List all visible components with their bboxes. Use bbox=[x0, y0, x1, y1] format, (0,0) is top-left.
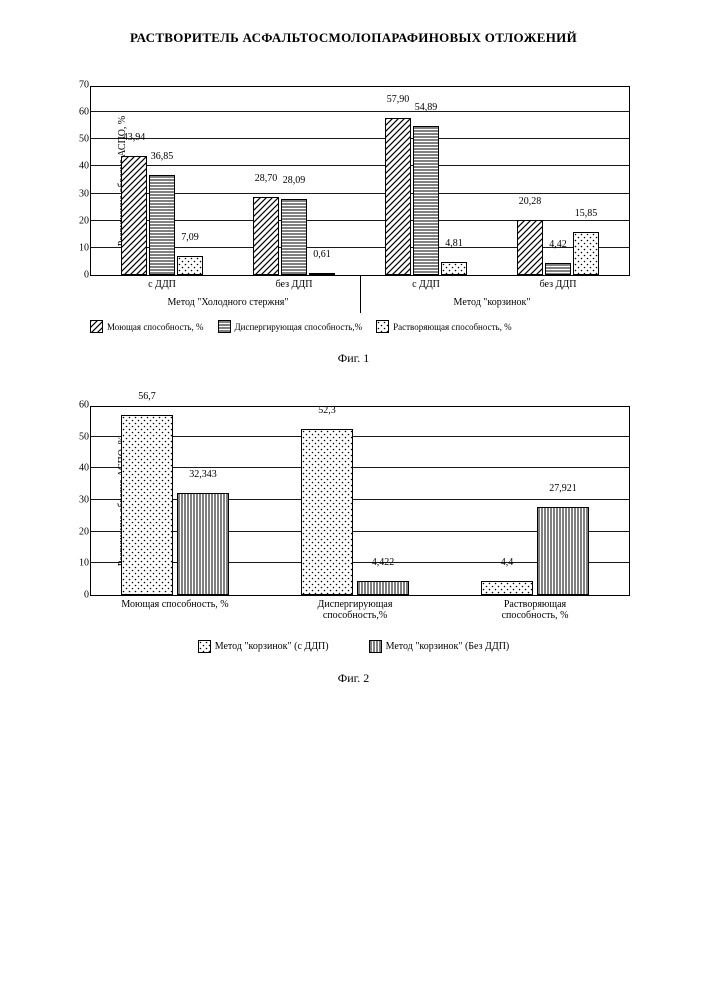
legend-label: Метод "корзинок" (Без ДДП) bbox=[386, 641, 510, 652]
ytick: 60 bbox=[67, 400, 89, 411]
bar bbox=[253, 197, 279, 275]
ytick: 50 bbox=[67, 134, 89, 145]
legend-swatch bbox=[369, 640, 382, 653]
ytick: 10 bbox=[67, 558, 89, 569]
chart2-plot: Разрушение образца АСПО, % 0102030405060… bbox=[90, 406, 630, 596]
bar-value-label: 15,85 bbox=[575, 208, 598, 219]
bar bbox=[441, 262, 467, 275]
legend-item: Метод "корзинок" (Без ДДП) bbox=[369, 640, 510, 653]
legend-label: Диспергирующая способность,% bbox=[235, 322, 363, 332]
ytick: 40 bbox=[67, 161, 89, 172]
legend-label: Моющая способность, % bbox=[107, 322, 204, 332]
bar-value-label: 4,81 bbox=[445, 238, 463, 249]
bar bbox=[517, 220, 543, 275]
legend-item: Метод "корзинок" (с ДДП) bbox=[198, 640, 329, 653]
chart1-legend: Моющая способность, % Диспергирующая спос… bbox=[90, 320, 667, 333]
bar bbox=[357, 581, 409, 595]
ytick: 30 bbox=[67, 495, 89, 506]
bar bbox=[413, 126, 439, 275]
bar bbox=[177, 256, 203, 275]
bar bbox=[309, 273, 335, 275]
bar bbox=[281, 199, 307, 275]
group-separator bbox=[360, 275, 361, 313]
chart2-yticks: 0102030405060 bbox=[67, 407, 89, 595]
bar-value-label: 20,28 bbox=[519, 196, 542, 207]
xcategory-label: с ДДП bbox=[148, 279, 176, 290]
bar-value-label: 7,09 bbox=[181, 232, 199, 243]
chart1-caption: Фиг. 1 bbox=[40, 351, 667, 366]
bar-value-label: 27,921 bbox=[549, 483, 577, 494]
bar bbox=[301, 429, 353, 595]
chart1-plot: Разрушение образца АСПО, % 0102030405060… bbox=[90, 86, 630, 276]
bar-value-label: 36,85 bbox=[151, 151, 174, 162]
ytick: 60 bbox=[67, 107, 89, 118]
bar-value-label: 52,3 bbox=[318, 405, 336, 416]
bar-value-label: 57,90 bbox=[387, 94, 410, 105]
bar-value-label: 4,422 bbox=[372, 557, 395, 568]
chart1-yticks: 010203040506070 bbox=[67, 87, 89, 275]
bar-value-label: 28,70 bbox=[255, 173, 278, 184]
bar bbox=[121, 156, 147, 275]
chart2-bars: 56,732,343Моющая способность, %52,34,422… bbox=[91, 407, 629, 595]
xgroup-label: Метод "корзинок" bbox=[454, 297, 531, 308]
page-title: РАСТВОРИТЕЛЬ АСФАЛЬТОСМОЛОПАРАФИНОВЫХ ОТ… bbox=[40, 30, 667, 46]
ytick: 10 bbox=[67, 242, 89, 253]
ytick: 30 bbox=[67, 188, 89, 199]
bar bbox=[537, 507, 589, 595]
bar-value-label: 4,4 bbox=[501, 557, 514, 568]
ytick: 0 bbox=[67, 590, 89, 601]
bar bbox=[573, 232, 599, 275]
legend-swatch bbox=[218, 320, 231, 333]
chart1-bars: 43,9436,857,09с ДДП28,7028,090,61без ДДП… bbox=[91, 87, 629, 275]
legend-swatch bbox=[198, 640, 211, 653]
bar bbox=[385, 118, 411, 275]
bar bbox=[121, 415, 173, 595]
bar-value-label: 28,09 bbox=[283, 175, 306, 186]
legend-item: Диспергирующая способность,% bbox=[218, 320, 363, 333]
legend-item: Моющая способность, % bbox=[90, 320, 204, 333]
bar-value-label: 32,343 bbox=[189, 469, 217, 480]
bar-value-label: 0,61 bbox=[313, 249, 331, 260]
legend-swatch bbox=[376, 320, 389, 333]
xcategory-label: Диспергирующаяспособность,% bbox=[318, 599, 393, 621]
bar-value-label: 43,94 bbox=[123, 132, 146, 143]
ytick: 20 bbox=[67, 215, 89, 226]
xcategory-label: без ДДП bbox=[276, 279, 313, 290]
bar bbox=[481, 581, 533, 595]
bar-value-label: 4,42 bbox=[549, 239, 567, 250]
xcategory-label: Растворяющаяспособность, % bbox=[502, 599, 569, 621]
ytick: 20 bbox=[67, 526, 89, 537]
xcategory-label: с ДДП bbox=[412, 279, 440, 290]
legend-label: Растворяющая способность, % bbox=[393, 322, 511, 332]
figure-2: Разрушение образца АСПО, % 0102030405060… bbox=[40, 406, 667, 686]
ytick: 70 bbox=[67, 80, 89, 91]
xcategory-label: без ДДП bbox=[540, 279, 577, 290]
chart2-legend: Метод "корзинок" (с ДДП) Метод "корзинок"… bbox=[40, 640, 667, 653]
bar bbox=[545, 263, 571, 275]
xcategory-label: Моющая способность, % bbox=[121, 599, 228, 610]
bar bbox=[149, 175, 175, 275]
bar-value-label: 54,89 bbox=[415, 102, 438, 113]
legend-label: Метод "корзинок" (с ДДП) bbox=[215, 641, 329, 652]
bar-value-label: 56,7 bbox=[138, 391, 156, 402]
legend-item: Растворяющая способность, % bbox=[376, 320, 511, 333]
chart2-caption: Фиг. 2 bbox=[40, 671, 667, 686]
xgroup-label: Метод "Холодного стержня" bbox=[168, 297, 289, 308]
figure-1: Разрушение образца АСПО, % 0102030405060… bbox=[40, 86, 667, 366]
legend-swatch bbox=[90, 320, 103, 333]
ytick: 40 bbox=[67, 463, 89, 474]
ytick: 50 bbox=[67, 431, 89, 442]
ytick: 0 bbox=[67, 270, 89, 281]
bar bbox=[177, 493, 229, 595]
